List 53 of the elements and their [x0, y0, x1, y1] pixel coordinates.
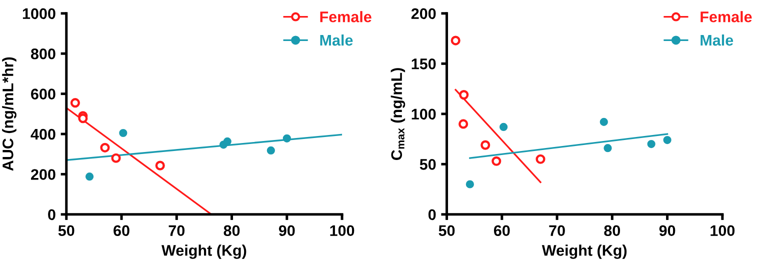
- legend-label: Female: [320, 11, 372, 22]
- point: [458, 119, 468, 129]
- y-tick-label: 200: [31, 169, 56, 180]
- legend-label: Male: [320, 34, 353, 46]
- point: [111, 153, 121, 163]
- y-axis-title: AUC (ng/mL*hr): [2, 57, 16, 171]
- point: [600, 118, 608, 126]
- x-tick-label: 50: [58, 225, 74, 236]
- point: [500, 122, 508, 132]
- x-tick-label: 60: [114, 225, 130, 236]
- point: [266, 146, 275, 155]
- point: [100, 142, 110, 152]
- legend-label: Female: [700, 11, 752, 22]
- x-tick-label: 80: [224, 225, 240, 236]
- point: [450, 36, 460, 46]
- x-tick-label: 100: [330, 225, 354, 236]
- y-tick-label: 400: [30, 128, 56, 140]
- point: [663, 136, 672, 144]
- point: [466, 180, 474, 188]
- x-tick-label: 100: [710, 225, 735, 236]
- point: [223, 137, 232, 146]
- point: [459, 90, 469, 100]
- point: [85, 172, 94, 181]
- point: [492, 156, 502, 166]
- x-axis-title: Weight (Kg): [542, 244, 627, 259]
- x-axis-title: Weight (Kg): [162, 244, 246, 259]
- x-tick-label: 70: [549, 225, 565, 236]
- legend-label: Male: [700, 34, 734, 46]
- point: [155, 160, 165, 170]
- point: [119, 128, 128, 138]
- y-tick-label: 0: [428, 209, 436, 220]
- y-tick-label: 150: [412, 58, 436, 70]
- point: [70, 98, 80, 108]
- x-tick-label: 60: [494, 225, 510, 236]
- x-tick-label: 80: [604, 225, 620, 236]
- point: [604, 144, 612, 152]
- y-tick-label: 100: [412, 108, 436, 120]
- point: [480, 140, 490, 150]
- x-tick-label: 90: [278, 225, 295, 236]
- y-axis-title: C$_{max}$ (ng/mL): [390, 68, 406, 160]
- y-tick-label: 800: [30, 48, 56, 60]
- point: [78, 114, 88, 124]
- y-tick-label: 600: [31, 88, 56, 100]
- y-tick-label: 50: [420, 159, 436, 170]
- point: [536, 154, 546, 164]
- x-tick-label: 70: [168, 225, 185, 236]
- x-tick-label: 50: [438, 225, 455, 236]
- point: [282, 134, 291, 142]
- point: [647, 140, 656, 148]
- y-tick-label: 0: [48, 209, 56, 220]
- y-tick-label: 200: [411, 8, 436, 20]
- x-tick-label: 90: [659, 225, 676, 236]
- y-tick-label: 1000: [22, 8, 56, 20]
